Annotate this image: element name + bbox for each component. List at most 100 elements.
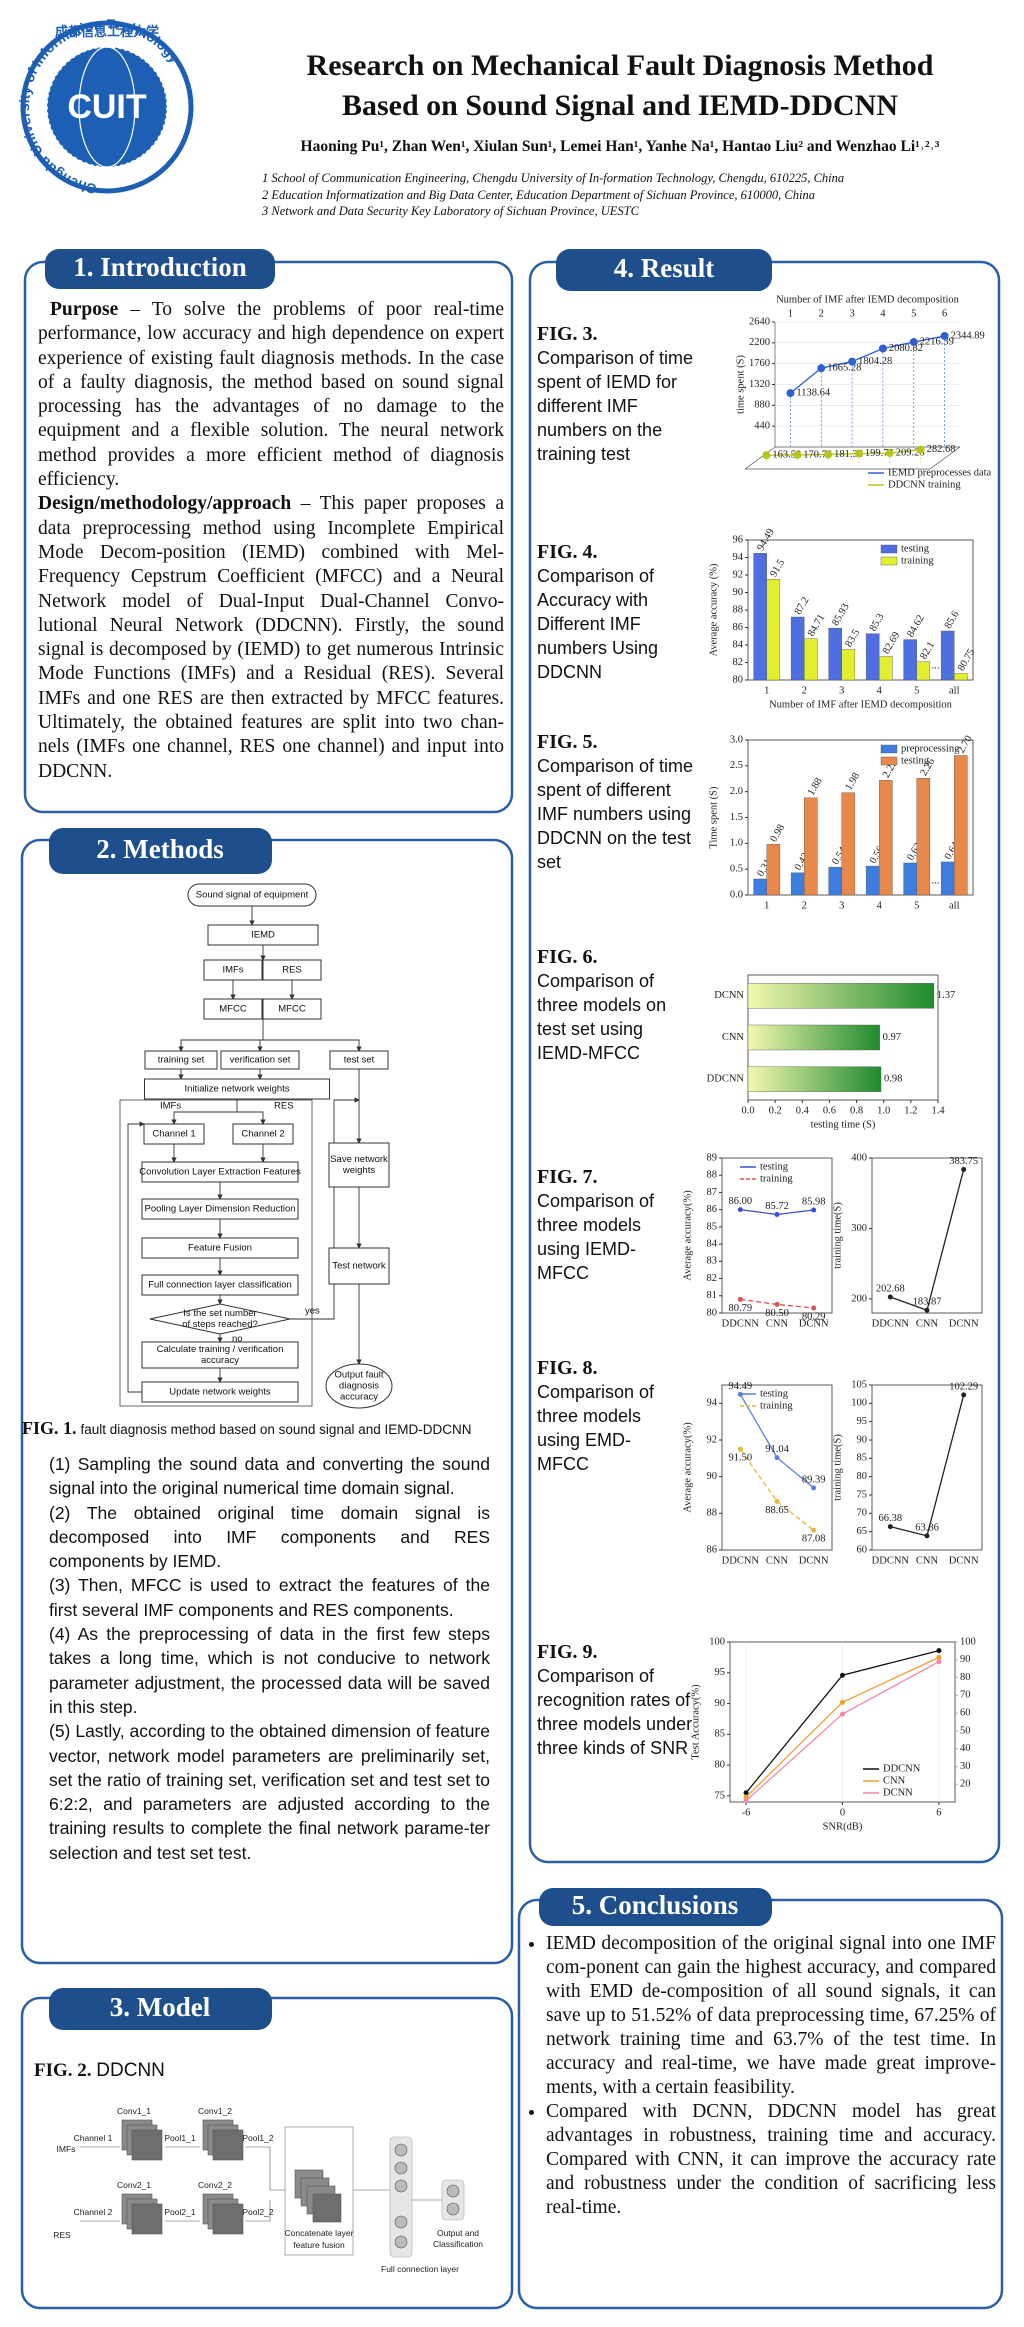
y-tick-label: 90 — [857, 1434, 868, 1445]
y-tick-label: 85 — [715, 1729, 726, 1740]
flow-node-label: Sound signal of equipment — [196, 890, 309, 901]
layer-label: IMFs — [57, 2144, 76, 2154]
x-tick-label: DCNN — [949, 1555, 979, 1566]
layer-label: Conv2_2 — [198, 2180, 232, 2190]
y-tick-label: 85 — [857, 1453, 868, 1464]
y-tick-label: 89 — [707, 1152, 718, 1163]
heading-pill — [556, 249, 772, 291]
point — [824, 450, 833, 459]
value-label: 282.68 — [927, 444, 956, 455]
y-axis-label: Time spent (S) — [708, 786, 719, 849]
y-tick-label: 88 — [707, 1508, 718, 1519]
layer-label: Classification — [433, 2239, 483, 2249]
heading-pill — [539, 1888, 772, 1926]
conclusion: Compared with DCNN, DDCNN model has grea… — [546, 2100, 996, 2220]
y-tick-label: 1760 — [749, 358, 770, 369]
value-label: 181.36 — [834, 449, 863, 460]
point — [774, 1498, 780, 1504]
flow-node — [187, 883, 317, 907]
point — [854, 449, 863, 458]
x-tick-label: 1 — [764, 685, 769, 696]
axis-frame — [871, 1157, 983, 1314]
model-box — [20, 1996, 514, 2310]
value-label: 84.62 — [905, 613, 926, 639]
x-tick-label: 5 — [914, 900, 919, 911]
value-label: 85.3 — [868, 612, 887, 633]
value-label: 91.04 — [765, 1444, 789, 1455]
bar — [879, 656, 893, 681]
value-label: 0.98 — [768, 823, 787, 844]
figure-label: FIG. 8. — [537, 1357, 598, 1379]
y-tick-label: 400 — [851, 1152, 867, 1163]
x-tick-label: 1 — [764, 900, 769, 911]
value-label: 170.75 — [803, 449, 832, 460]
x-tick-label: 3 — [839, 900, 844, 911]
caption-text: Comparison of three models on test set u… — [537, 971, 667, 1063]
flow-node — [329, 1050, 389, 1070]
step: (5) Lastly, according to the obtained di… — [49, 1721, 490, 1863]
legend-label: training — [760, 1400, 793, 1411]
y-tick-label: 65 — [857, 1526, 868, 1537]
step: (2) The obtained original time domain si… — [49, 1502, 490, 1572]
y-tick-label: 86 — [707, 1204, 718, 1215]
x-tick-label: 4 — [880, 308, 886, 319]
conclusions-list: IEMD decomposition of the original signa… — [522, 1932, 996, 2220]
point — [743, 1794, 749, 1800]
y-tick-label: 80 — [733, 674, 744, 685]
edge-label: IMFs — [160, 1101, 181, 1112]
y-axis-label: time spent (S) — [735, 355, 746, 414]
y-tick-label: 1.5 — [730, 812, 743, 823]
flow-arrow — [257, 1039, 263, 1052]
y-tick-label: 80 — [715, 1759, 726, 1770]
value-label: 2216.39 — [920, 336, 954, 347]
y-tick-label: 85 — [707, 1221, 718, 1232]
bar — [940, 630, 955, 681]
x-tick-label: 4 — [877, 900, 883, 911]
section-heading: 3. Model — [110, 1992, 211, 2022]
flow-node — [328, 1142, 390, 1188]
y-tick-label: 440 — [754, 421, 770, 432]
method-steps: (1) Sampling the sound data and converti… — [49, 1452, 490, 1865]
y-tick-label: 94 — [707, 1398, 718, 1409]
value-label: 94.49 — [729, 1381, 753, 1392]
flow-node — [232, 1123, 294, 1145]
point — [924, 1533, 930, 1539]
layer-label: RES — [53, 2230, 71, 2240]
y-axis-label: Average accuracy(%) — [682, 1190, 693, 1281]
bar — [865, 865, 880, 896]
flow-node-label: Output fault — [334, 1370, 383, 1381]
x-tick-label: DDCNN — [722, 1555, 760, 1566]
x-tick-label: 5 — [911, 308, 916, 319]
y-tick-label: 2.5 — [730, 760, 743, 771]
flow-node-label: Full connection layer classification — [148, 1280, 292, 1291]
legend-label: training — [760, 1173, 793, 1184]
y-tick-label: 75 — [857, 1489, 868, 1500]
bar — [903, 639, 917, 681]
flow-node — [141, 1381, 299, 1403]
point — [737, 1446, 743, 1452]
point — [743, 1798, 749, 1804]
value-label: 1804.28 — [858, 356, 892, 367]
x-tick-label: 5 — [914, 685, 919, 696]
flow-node-label: test set — [344, 1055, 375, 1066]
x-tick-label: CNN — [916, 1555, 939, 1566]
y2-tick-label: 100 — [960, 1636, 976, 1647]
figure-caption: FIG. 9. Comparison of recognition rates o… — [537, 1640, 712, 1760]
x-tick-label: CNN — [916, 1318, 939, 1329]
lead: Purpose — [50, 299, 119, 320]
flow-node — [143, 1123, 205, 1145]
flow-node — [141, 1237, 299, 1259]
caption-text: Comparison of time spent of different IM… — [537, 756, 694, 872]
section-heading: 2. Methods — [96, 834, 224, 864]
value-label: 88.65 — [765, 1505, 789, 1516]
loop-frame — [119, 1099, 313, 1407]
layer-label: Pool1_1 — [164, 2133, 195, 2143]
section-heading: 1. Introduction — [73, 252, 247, 282]
value-label: 83.5 — [843, 628, 862, 649]
flow-node-label: diagnosis — [339, 1381, 379, 1392]
x-tick-label: 0.0 — [741, 1105, 754, 1116]
flow-node-label: Channel 1 — [152, 1129, 195, 1140]
flow-node — [144, 1078, 330, 1100]
value-label: 1138.64 — [796, 387, 830, 398]
value-label: 202.68 — [876, 1283, 905, 1294]
